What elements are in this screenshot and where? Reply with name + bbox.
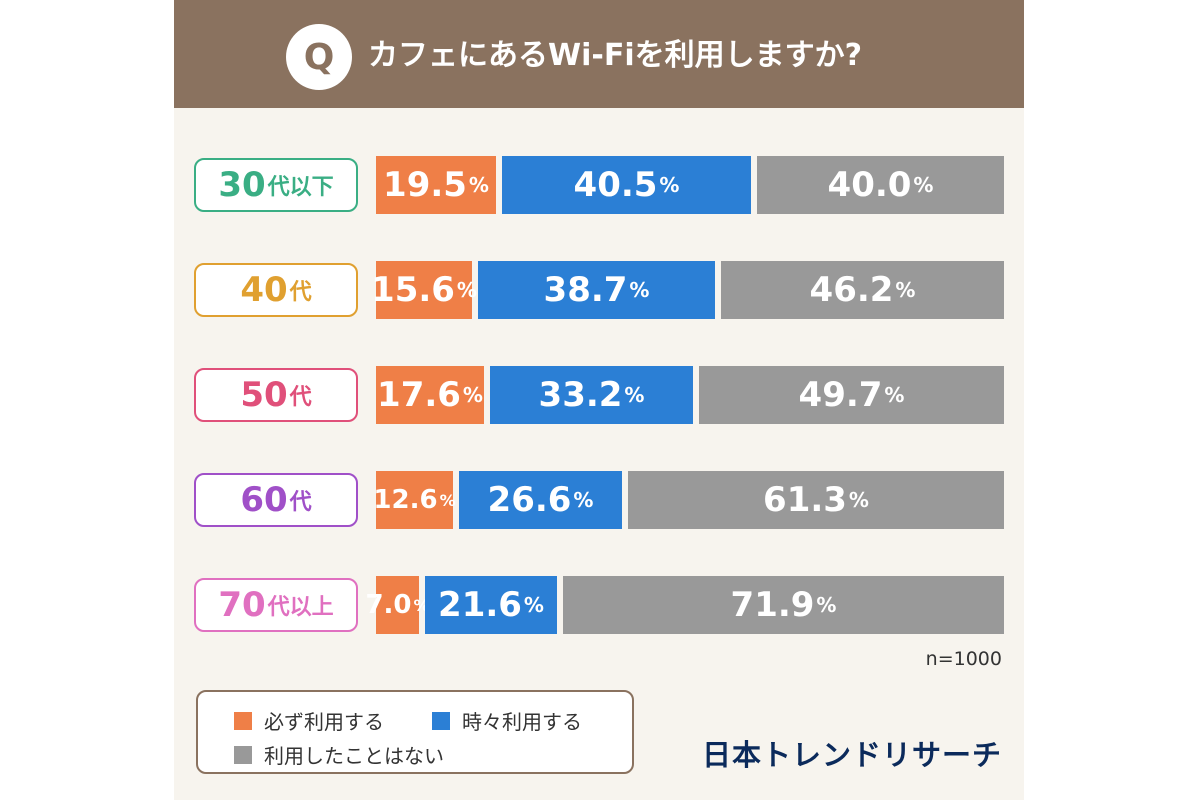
age-label-number: 50	[240, 375, 288, 415]
data-label-unit: %	[629, 278, 650, 302]
age-label-number: 40	[240, 270, 288, 310]
data-label-unit: %	[848, 488, 869, 512]
data-label-unit: %	[573, 488, 594, 512]
bar-segment-never: 61.3%	[628, 471, 1004, 529]
age-label-70: 70 代以上	[194, 578, 358, 632]
data-label-value: 17.6	[377, 375, 461, 415]
bar-segment-sometimes: 21.6%	[425, 576, 557, 634]
age-label-suffix: 代	[289, 490, 312, 515]
age-label-30: 30 代以下	[194, 158, 358, 212]
bar-segment-sometimes: 26.6%	[459, 471, 622, 529]
bar-segment-always: 17.6%	[376, 366, 484, 424]
age-label-suffix: 代	[289, 280, 312, 305]
data-label-value: 61.3	[763, 480, 847, 520]
data-label-unit: %	[816, 593, 837, 617]
data-label-value: 33.2	[538, 375, 623, 415]
data-label-unit: %	[895, 278, 916, 302]
brand-logo: 日本トレンドリサーチ	[701, 738, 1002, 772]
bar-row-60: 12.6% 26.6% 61.3%	[373, 471, 1004, 529]
bar-segment-always: 7.0%	[365, 576, 430, 634]
data-label-unit: %	[913, 173, 934, 197]
question-title: カフェにあるWi-Fiを利用しますか?	[368, 38, 863, 73]
data-label-value: 12.6	[373, 485, 438, 515]
question-header: Q カフェにあるWi-Fiを利用しますか?	[174, 0, 1024, 108]
data-label-unit: %	[884, 383, 905, 407]
data-label-unit: %	[468, 173, 489, 197]
data-label-unit: %	[659, 173, 680, 197]
legend-item-always: 必ず利用する	[234, 706, 384, 735]
legend-label-sometimes: 時々利用する	[462, 710, 582, 734]
data-label-unit: %	[456, 278, 477, 302]
legend-item-never: 利用したことはない	[234, 740, 444, 769]
bar-row-70: 7.0% 21.6% 71.9%	[365, 576, 1004, 634]
legend-item-sometimes: 時々利用する	[432, 706, 582, 735]
chart-card: Q カフェにあるWi-Fiを利用しますか? 30 代以下 19.5% 40.5% 40.…	[174, 0, 1024, 800]
bar-row-30: 19.5% 40.5% 40.0%	[376, 156, 1004, 214]
legend-swatch-sometimes	[432, 711, 450, 730]
data-label-value: 40.0	[827, 165, 912, 205]
q-badge: Q	[286, 24, 352, 90]
age-label-number: 30	[218, 165, 266, 205]
age-label-suffix: 代	[289, 385, 312, 410]
data-label-unit: %	[439, 490, 456, 510]
bar-segment-always: 15.6%	[371, 261, 477, 319]
data-label-value: 7.0	[365, 590, 412, 620]
data-label-value: 49.7	[798, 375, 883, 415]
age-label-50: 50 代	[194, 368, 358, 422]
data-label-value: 21.6	[438, 585, 522, 625]
legend-label-never: 利用したことはない	[264, 744, 444, 768]
data-label-unit: %	[624, 383, 645, 407]
bar-segment-always: 12.6%	[373, 471, 456, 529]
data-label-value: 40.5	[573, 165, 658, 205]
data-label-value: 38.7	[543, 270, 628, 310]
bar-segment-sometimes: 38.7%	[478, 261, 715, 319]
bar-row-50: 17.6% 33.2% 49.7%	[376, 366, 1004, 424]
bar-segment-never: 40.0%	[757, 156, 1004, 214]
age-label-number: 70	[218, 585, 266, 625]
bar-segment-never: 49.7%	[699, 366, 1004, 424]
data-label-unit: %	[462, 383, 483, 407]
data-label-value: 26.6	[487, 480, 572, 520]
bar-segment-never: 46.2%	[721, 261, 1004, 319]
data-label-value: 19.5	[383, 165, 467, 205]
data-label-value: 71.9	[730, 585, 815, 625]
data-label-unit: %	[523, 593, 544, 617]
bar-segment-sometimes: 33.2%	[490, 366, 693, 424]
age-label-40: 40 代	[194, 263, 358, 317]
bar-segment-sometimes: 40.5%	[502, 156, 751, 214]
age-label-suffix: 代以上	[267, 595, 334, 620]
bar-row-40: 15.6% 38.7% 46.2%	[371, 261, 1004, 319]
legend-swatch-always	[234, 711, 252, 730]
age-label-number: 60	[240, 480, 288, 520]
legend: 必ず利用する 時々利用する 利用したことはない	[196, 690, 634, 774]
bar-segment-always: 19.5%	[376, 156, 496, 214]
bar-segment-never: 71.9%	[563, 576, 1004, 634]
legend-label-always: 必ず利用する	[264, 710, 384, 734]
data-label-value: 15.6	[371, 270, 455, 310]
legend-swatch-never	[234, 745, 252, 764]
age-label-60: 60 代	[194, 473, 358, 527]
age-label-suffix: 代以下	[267, 175, 334, 200]
sample-size-note: n=1000	[925, 648, 1002, 670]
data-label-value: 46.2	[809, 270, 894, 310]
